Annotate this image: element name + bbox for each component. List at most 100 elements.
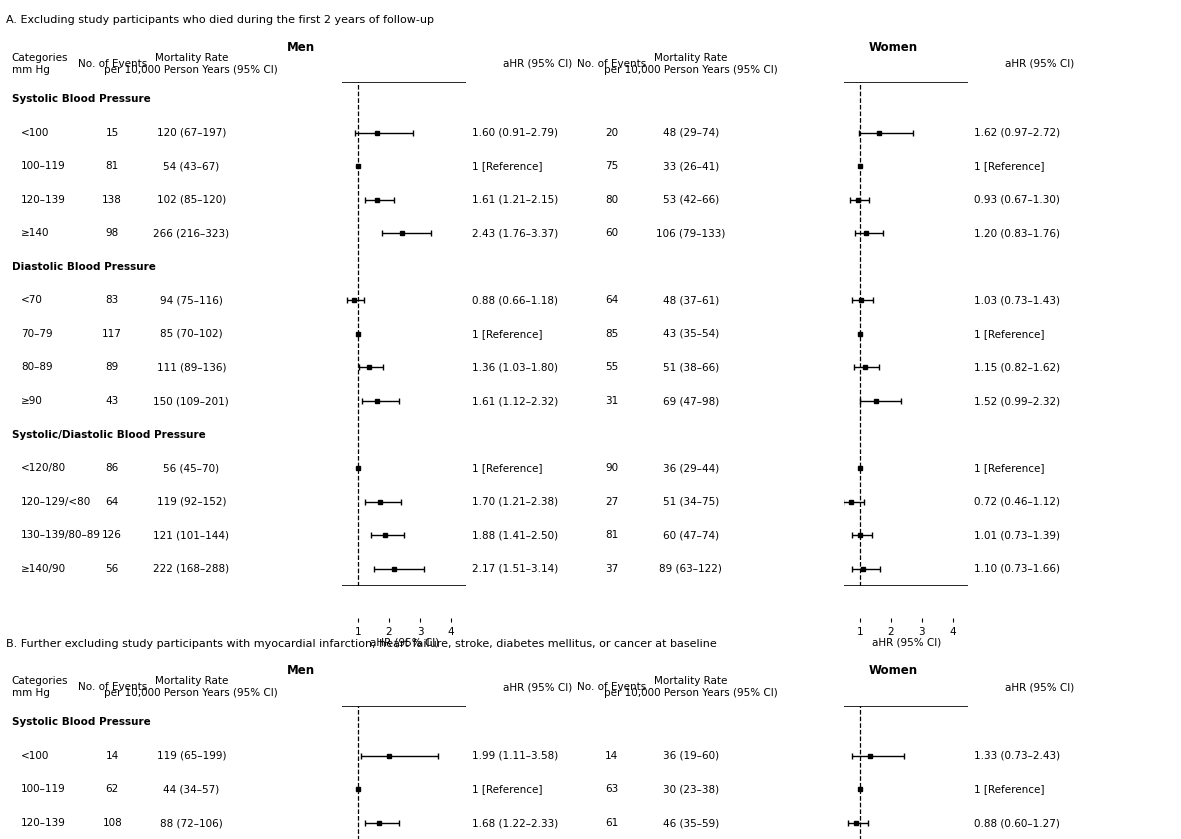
X-axis label: aHR (95% CI): aHR (95% CI) <box>370 638 439 648</box>
Text: <120/80: <120/80 <box>21 463 66 473</box>
Text: Women: Women <box>869 41 918 54</box>
Text: 1.52 (0.99–2.32): 1.52 (0.99–2.32) <box>974 396 1061 406</box>
Text: 36 (19–60): 36 (19–60) <box>663 751 719 761</box>
Text: 111 (89–136): 111 (89–136) <box>157 362 226 373</box>
Text: 56: 56 <box>105 564 119 574</box>
Text: 1.70 (1.21–2.38): 1.70 (1.21–2.38) <box>472 497 559 507</box>
Text: 222 (168–288): 222 (168–288) <box>154 564 229 574</box>
Text: aHR (95% CI): aHR (95% CI) <box>503 682 572 692</box>
Text: 120–129/<80: 120–129/<80 <box>21 497 91 507</box>
Text: 81: 81 <box>105 161 119 171</box>
Text: 106 (79–133): 106 (79–133) <box>657 228 725 238</box>
Text: 69 (47–98): 69 (47–98) <box>663 396 719 406</box>
Text: 83: 83 <box>105 295 119 305</box>
Text: 150 (109–201): 150 (109–201) <box>154 396 229 406</box>
Text: 1.33 (0.73–2.43): 1.33 (0.73–2.43) <box>974 751 1061 761</box>
Text: 85: 85 <box>605 329 619 339</box>
Text: 108: 108 <box>103 818 122 828</box>
Text: 14: 14 <box>605 751 619 761</box>
Text: 119 (92–152): 119 (92–152) <box>157 497 226 507</box>
Text: ≥140/90: ≥140/90 <box>21 564 66 574</box>
Text: ≥140: ≥140 <box>21 228 50 238</box>
Text: 46 (35–59): 46 (35–59) <box>663 818 719 828</box>
Text: 75: 75 <box>605 161 619 171</box>
Text: 120–139: 120–139 <box>21 818 66 828</box>
Text: 1 [Reference]: 1 [Reference] <box>472 784 543 795</box>
Text: 2.43 (1.76–3.37): 2.43 (1.76–3.37) <box>472 228 559 238</box>
Text: aHR (95% CI): aHR (95% CI) <box>1005 682 1074 692</box>
Text: 44 (34–57): 44 (34–57) <box>163 784 220 795</box>
Text: 138: 138 <box>103 195 122 205</box>
Text: Mortality Rate
per 10,000 Person Years (95% CI): Mortality Rate per 10,000 Person Years (… <box>603 53 778 75</box>
Text: ≥90: ≥90 <box>21 396 44 406</box>
Text: 48 (37–61): 48 (37–61) <box>663 295 719 305</box>
Text: 120–139: 120–139 <box>21 195 66 205</box>
Text: 80–89: 80–89 <box>21 362 53 373</box>
Text: 1.10 (0.73–1.66): 1.10 (0.73–1.66) <box>974 564 1061 574</box>
Text: 130–139/80–89: 130–139/80–89 <box>21 530 102 540</box>
Text: Mortality Rate
per 10,000 Person Years (95% CI): Mortality Rate per 10,000 Person Years (… <box>104 53 279 75</box>
Text: 266 (216–323): 266 (216–323) <box>154 228 229 238</box>
Text: 51 (34–75): 51 (34–75) <box>663 497 719 507</box>
Text: 30 (23–38): 30 (23–38) <box>663 784 719 795</box>
Text: Mortality Rate
per 10,000 Person Years (95% CI): Mortality Rate per 10,000 Person Years (… <box>603 676 778 698</box>
Text: 98: 98 <box>105 228 119 238</box>
Text: 1.99 (1.11–3.58): 1.99 (1.11–3.58) <box>472 751 559 761</box>
Text: Men: Men <box>287 41 315 54</box>
Text: 0.88 (0.66–1.18): 0.88 (0.66–1.18) <box>472 295 559 305</box>
Text: 62: 62 <box>105 784 119 795</box>
Text: 81: 81 <box>605 530 619 540</box>
Text: 1.60 (0.91–2.79): 1.60 (0.91–2.79) <box>472 128 559 138</box>
Text: No. of Events: No. of Events <box>578 59 646 69</box>
Text: 80: 80 <box>605 195 619 205</box>
Text: 100–119: 100–119 <box>21 161 66 171</box>
Text: <100: <100 <box>21 128 50 138</box>
Text: Men: Men <box>287 664 315 677</box>
Text: aHR (95% CI): aHR (95% CI) <box>503 59 572 69</box>
Text: 1 [Reference]: 1 [Reference] <box>472 329 543 339</box>
Text: 1.88 (1.41–2.50): 1.88 (1.41–2.50) <box>472 530 559 540</box>
Text: 1 [Reference]: 1 [Reference] <box>974 463 1045 473</box>
X-axis label: aHR (95% CI): aHR (95% CI) <box>872 638 941 648</box>
Text: 61: 61 <box>605 818 619 828</box>
Text: 88 (72–106): 88 (72–106) <box>159 818 223 828</box>
Text: 1.15 (0.82–1.62): 1.15 (0.82–1.62) <box>974 362 1061 373</box>
Text: 121 (101–144): 121 (101–144) <box>154 530 229 540</box>
Text: 85 (70–102): 85 (70–102) <box>159 329 223 339</box>
Text: 1.68 (1.22–2.33): 1.68 (1.22–2.33) <box>472 818 559 828</box>
Text: 31: 31 <box>605 396 619 406</box>
Text: 0.88 (0.60–1.27): 0.88 (0.60–1.27) <box>974 818 1061 828</box>
Text: 94 (75–116): 94 (75–116) <box>159 295 223 305</box>
Text: No. of Events: No. of Events <box>78 59 146 69</box>
Text: 1.36 (1.03–1.80): 1.36 (1.03–1.80) <box>472 362 559 373</box>
Text: 53 (42–66): 53 (42–66) <box>663 195 719 205</box>
Text: Diastolic Blood Pressure: Diastolic Blood Pressure <box>12 262 156 272</box>
Text: 36 (29–44): 36 (29–44) <box>663 463 719 473</box>
Text: 1 [Reference]: 1 [Reference] <box>974 161 1045 171</box>
Text: 1.61 (1.12–2.32): 1.61 (1.12–2.32) <box>472 396 559 406</box>
Text: Mortality Rate
per 10,000 Person Years (95% CI): Mortality Rate per 10,000 Person Years (… <box>104 676 279 698</box>
Text: Women: Women <box>869 664 918 677</box>
Text: 37: 37 <box>605 564 619 574</box>
Text: 51 (38–66): 51 (38–66) <box>663 362 719 373</box>
Text: 43 (35–54): 43 (35–54) <box>663 329 719 339</box>
Text: 0.93 (0.67–1.30): 0.93 (0.67–1.30) <box>974 195 1061 205</box>
Text: 33 (26–41): 33 (26–41) <box>663 161 719 171</box>
Text: 2.17 (1.51–3.14): 2.17 (1.51–3.14) <box>472 564 559 574</box>
Text: B. Further excluding study participants with myocardial infarction, heart failur: B. Further excluding study participants … <box>6 638 717 649</box>
Text: 14: 14 <box>105 751 119 761</box>
Text: 90: 90 <box>605 463 619 473</box>
Text: <100: <100 <box>21 751 50 761</box>
Text: 56 (45–70): 56 (45–70) <box>163 463 220 473</box>
Text: 48 (29–74): 48 (29–74) <box>663 128 719 138</box>
Text: 1 [Reference]: 1 [Reference] <box>974 784 1045 795</box>
Text: 60: 60 <box>605 228 619 238</box>
Text: Systolic/Diastolic Blood Pressure: Systolic/Diastolic Blood Pressure <box>12 430 205 440</box>
Text: 60 (47–74): 60 (47–74) <box>663 530 719 540</box>
Text: aHR (95% CI): aHR (95% CI) <box>1005 59 1074 69</box>
Text: Categories
mm Hg: Categories mm Hg <box>12 676 68 698</box>
Text: 1.20 (0.83–1.76): 1.20 (0.83–1.76) <box>974 228 1061 238</box>
Text: 86: 86 <box>105 463 119 473</box>
Text: 102 (85–120): 102 (85–120) <box>157 195 226 205</box>
Text: 64: 64 <box>605 295 619 305</box>
